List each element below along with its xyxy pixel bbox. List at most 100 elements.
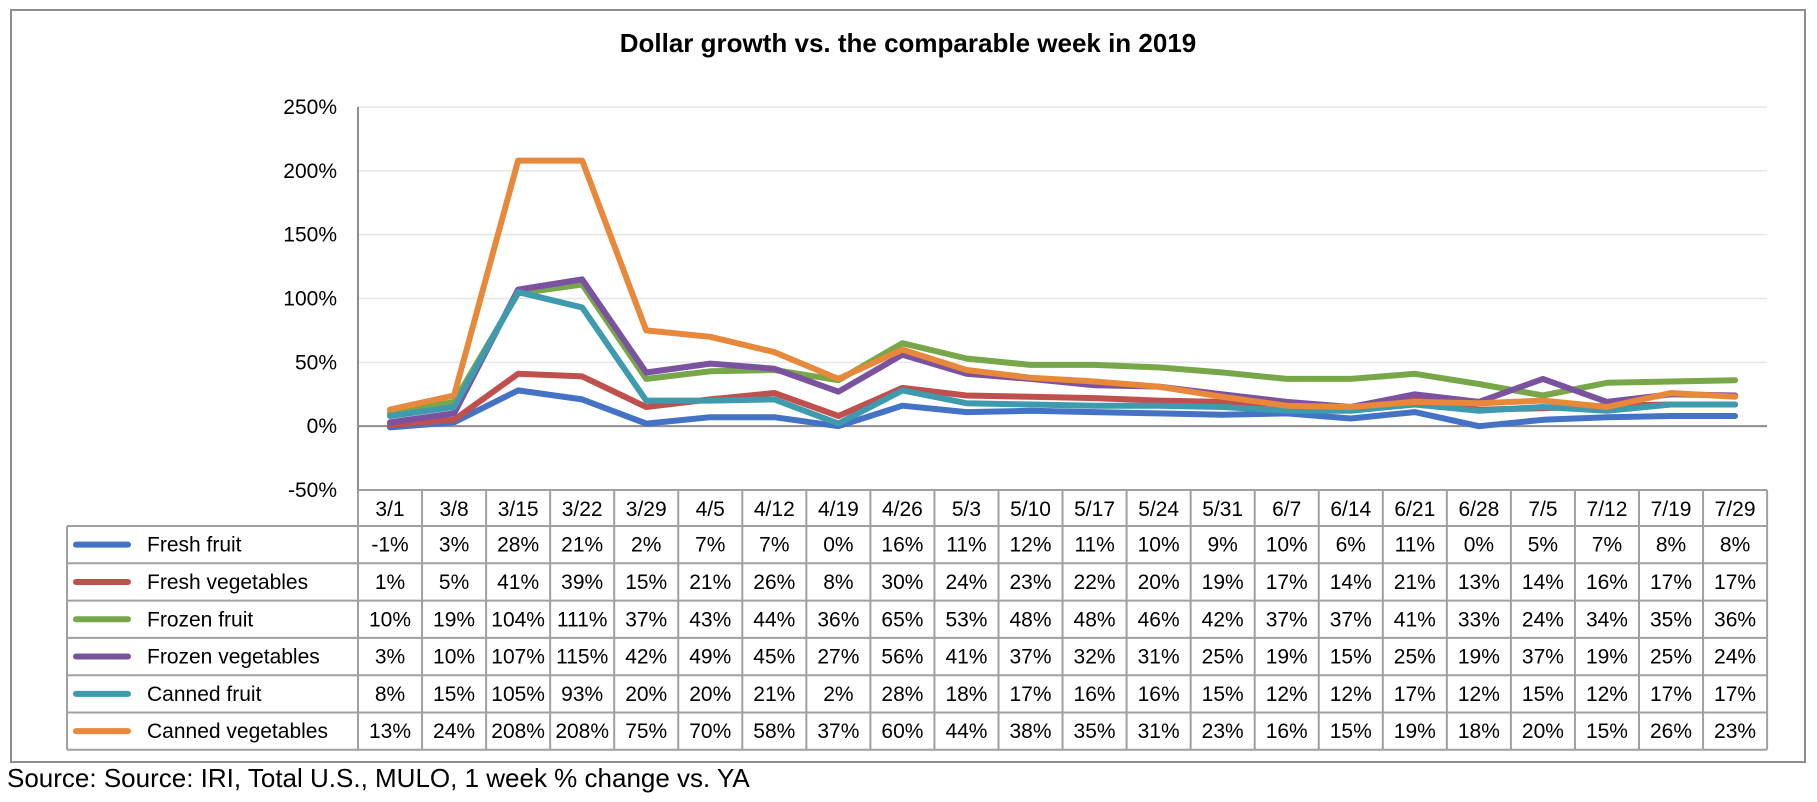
data-label: 24% (433, 720, 475, 743)
data-label: 9% (1207, 534, 1237, 557)
data-label: 36% (1714, 608, 1756, 631)
data-label: 14% (1330, 571, 1372, 594)
data-label: 44% (753, 608, 795, 631)
data-label: 21% (689, 571, 731, 594)
x-tick-label: 5/31 (1202, 498, 1243, 521)
data-label: 15% (1202, 683, 1244, 706)
x-tick-label: 4/26 (882, 498, 923, 521)
data-label: 15% (1586, 720, 1628, 743)
data-label: 12% (1266, 683, 1308, 706)
data-label: 41% (497, 571, 539, 594)
data-label: 23% (1202, 720, 1244, 743)
series-line (387, 289, 1739, 427)
data-label: 22% (1074, 571, 1116, 594)
data-label: 12% (1586, 683, 1628, 706)
data-label: 11% (1395, 534, 1435, 557)
series-lines (387, 157, 1739, 431)
data-label: 15% (1522, 683, 1564, 706)
data-label: 16% (1266, 720, 1308, 743)
data-label: 107% (491, 646, 545, 669)
series-line (387, 387, 1739, 431)
x-tick-label: 3/1 (375, 498, 404, 521)
data-label: 17% (1650, 571, 1692, 594)
data-label: 2% (631, 534, 661, 557)
data-label: 17% (1714, 571, 1756, 594)
source-note: Source: Source: IRI, Total U.S., MULO, 1… (7, 763, 750, 793)
data-label: 10% (1266, 534, 1308, 557)
data-label: 37% (817, 720, 859, 743)
y-tick-label: 200% (283, 160, 337, 183)
x-tick-label: 6/28 (1458, 498, 1499, 521)
data-label: 15% (433, 683, 475, 706)
legend-label: Frozen vegetables (147, 646, 320, 669)
data-label: 6% (1336, 534, 1366, 557)
x-tick-label: 5/10 (1010, 498, 1051, 521)
x-tick-label: 3/22 (562, 498, 603, 521)
data-label: 17% (1266, 571, 1308, 594)
data-label: 0% (823, 534, 853, 557)
y-tick-label: 150% (283, 224, 337, 247)
data-label: 21% (1394, 571, 1436, 594)
data-label: 65% (881, 608, 923, 631)
data-label: 31% (1138, 720, 1180, 743)
data-label: 42% (1202, 608, 1244, 631)
data-label: 19% (1458, 646, 1500, 669)
y-tick-label: 100% (283, 288, 337, 311)
data-label: 41% (945, 646, 987, 669)
chart-title: Dollar growth vs. the comparable week in… (620, 28, 1197, 58)
x-tick-label: 3/29 (626, 498, 667, 521)
data-label: 19% (1394, 720, 1436, 743)
y-tick-label: 50% (295, 351, 337, 374)
data-label: 16% (1074, 683, 1116, 706)
data-label: 25% (1394, 646, 1436, 669)
x-tick-label: 6/21 (1394, 498, 1435, 521)
data-label: 70% (689, 720, 731, 743)
data-label: 53% (945, 608, 987, 631)
data-label: 13% (1458, 571, 1500, 594)
data-label: 16% (1138, 683, 1180, 706)
legend-label: Canned fruit (147, 683, 262, 706)
data-label: 48% (1010, 608, 1052, 631)
data-label: 11% (1074, 534, 1114, 557)
x-tick-label: 4/19 (818, 498, 859, 521)
y-tick-label: 250% (283, 96, 337, 119)
data-label: 17% (1010, 683, 1052, 706)
data-label: 16% (1586, 571, 1628, 594)
data-label: 21% (753, 683, 795, 706)
data-label: 15% (1330, 720, 1372, 743)
data-label: 13% (369, 720, 411, 743)
data-label: 20% (1522, 720, 1564, 743)
data-label: 32% (1074, 646, 1116, 669)
data-label: 37% (1010, 646, 1052, 669)
y-tick-label: 0% (307, 415, 337, 438)
data-label: 93% (561, 683, 603, 706)
series-line (387, 157, 1739, 413)
data-label: 37% (1330, 608, 1372, 631)
x-tick-label: 6/14 (1330, 498, 1371, 521)
data-label: 44% (945, 720, 987, 743)
data-label: 33% (1458, 608, 1500, 631)
data-label: 48% (1074, 608, 1116, 631)
data-label: 23% (1714, 720, 1756, 743)
data-label: 15% (625, 571, 667, 594)
data-label: 49% (689, 646, 731, 669)
data-label: 15% (1330, 646, 1372, 669)
data-label: 7% (695, 534, 725, 557)
data-label: 58% (753, 720, 795, 743)
chart-frame (10, 9, 1806, 763)
legend-label: Fresh fruit (147, 534, 242, 557)
x-tick-label: 5/24 (1138, 498, 1179, 521)
data-label: 12% (1330, 683, 1372, 706)
data-table: 3/1 3/8 3/15 3/22 3/29 4/5 4/12 4/19 4/26 5/3 5/10… (66, 489, 1769, 751)
data-label: 35% (1074, 720, 1116, 743)
data-label: 7% (759, 534, 789, 557)
x-tick-label: 4/12 (754, 498, 795, 521)
data-label: 23% (1010, 571, 1052, 594)
data-label: 12% (1010, 534, 1052, 557)
y-axis: -50% 0% 50% 100% 150% 200% 250% (283, 96, 359, 502)
data-label: 105% (491, 683, 545, 706)
data-label: 14% (1522, 571, 1564, 594)
chart: Dollar growth vs. the comparable week in… (66, 28, 1769, 751)
data-label: 8% (375, 683, 405, 706)
data-label: 3% (375, 646, 405, 669)
